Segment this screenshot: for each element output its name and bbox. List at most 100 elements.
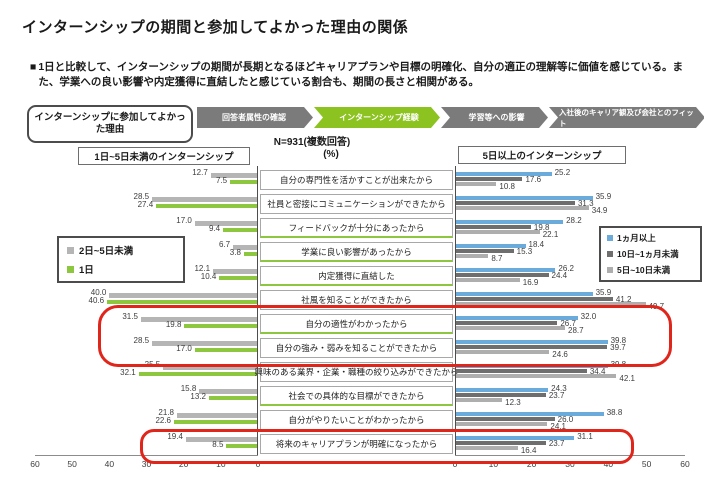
right-chart-legend: 1ヵ月以上 10日~1ヵ月未満 5日~10日未満 <box>599 226 702 282</box>
category-slot: 社風を知ることができたから <box>258 288 455 312</box>
axis-tick: 50 <box>641 459 652 469</box>
bar-segment <box>243 251 258 256</box>
value-label: 18.4 <box>528 240 545 249</box>
right-chart-row: 35.9 31.3 34.9 <box>455 192 685 216</box>
bar-segment <box>455 301 646 306</box>
value-label: 49.7 <box>648 302 665 311</box>
bar-segment <box>455 277 520 282</box>
category-label: 社風を知ることができたから <box>260 290 453 310</box>
left-x-axis <box>35 455 258 456</box>
left-chart-row: 40.0 40.6 <box>35 288 258 312</box>
category-slot: 内定獲得に直結した <box>258 264 455 288</box>
legend-swatch-2to5days <box>67 246 74 254</box>
category-slot: 社会での具体的な目標ができたから <box>258 384 455 408</box>
legend-item: 1日 <box>67 262 175 276</box>
bar-segment <box>223 227 258 232</box>
bar-segment <box>455 435 575 440</box>
right-chart-row: 35.9 41.2 49.7 <box>455 288 685 312</box>
category-slot: 興味のある業界・企業・職種の絞り込みができたから <box>255 360 459 384</box>
right-chart-row: 39.8 34.4 42.1 <box>455 360 685 384</box>
value-label: 38.8 <box>606 408 623 417</box>
value-label: 39.7 <box>610 343 626 352</box>
value-label: 15.8 <box>180 384 197 393</box>
bar-segment <box>455 373 617 378</box>
bar-segment <box>455 248 514 253</box>
value-label: 6.7 <box>218 240 231 249</box>
value-label: 24.1 <box>550 422 566 431</box>
legend-item: 1ヵ月以上 <box>607 232 694 244</box>
axis-tick: 60 <box>680 459 690 469</box>
value-label: 35.9 <box>595 192 612 201</box>
bar-segment <box>455 296 613 301</box>
left-chart-row: 15.8 13.2 <box>35 384 258 408</box>
value-label: 35.9 <box>595 288 612 297</box>
legend-item: 10日~1ヵ月未満 <box>607 248 694 260</box>
bar-segment <box>455 325 566 330</box>
value-label: 17.6 <box>525 175 542 184</box>
left-chart-row: 6.7 3.8 <box>35 240 258 264</box>
process-flow-tabs: 回答者属性の確認 インターンシップ経験 学習等への影響 入社後のキャリア観及び会… <box>197 107 704 128</box>
value-label: 32.0 <box>580 312 597 321</box>
value-label: 24.3 <box>551 384 567 393</box>
bar-segment <box>194 347 258 352</box>
right-bar-chart: 25.2 17.6 10.8 35.9 31.3 34.9 28.2 19.8 22.1 18.4… <box>455 168 685 456</box>
right-chart-row: 24.3 23.7 12.3 <box>455 384 685 408</box>
left-chart-baseline <box>257 166 258 456</box>
category-label: 将来のキャリアプランが明確になったから <box>260 434 453 454</box>
left-axis-ticks: 60 50 40 30 20 10 0 <box>30 459 261 471</box>
value-label: 15.3 <box>516 247 533 256</box>
bar-segment <box>455 200 575 205</box>
legend-item: 5日~10日未満 <box>607 264 694 276</box>
left-chart-row: 28.5 17.0 <box>35 336 258 360</box>
value-label: 19.4 <box>167 432 183 441</box>
bar-segment <box>455 363 608 368</box>
value-label: 16.9 <box>522 278 539 287</box>
value-label: 32.1 <box>120 368 136 377</box>
legend-swatch-5to10days <box>607 267 613 273</box>
value-label: 7.5 <box>216 176 228 185</box>
bar-segment <box>455 195 593 200</box>
axis-tick: 10 <box>216 459 226 469</box>
value-label: 31.3 <box>577 199 594 208</box>
value-label: 26.0 <box>557 415 574 424</box>
axis-tick: 60 <box>30 459 40 469</box>
category-label: 社会での具体的な目標ができたから <box>260 386 453 406</box>
value-label: 27.4 <box>137 200 154 209</box>
value-label: 23.7 <box>548 439 565 448</box>
legend-label: 1ヵ月以上 <box>617 233 656 243</box>
bar-segment <box>230 179 258 184</box>
bar-segment <box>152 197 258 202</box>
value-label: 28.7 <box>568 326 584 335</box>
value-label: 9.4 <box>208 224 221 233</box>
value-label: 12.1 <box>194 264 211 273</box>
right-axis-ticks: 0 10 20 30 40 50 60 <box>453 459 690 471</box>
axis-tick: 0 <box>255 459 261 469</box>
summary-body: 1日と比較して、インターンシップの期間が長期となるほどキャリアプランや目標の明確… <box>38 61 684 89</box>
right-chart-row: 28.2 19.8 22.1 <box>455 216 685 240</box>
left-chart-row: 28.5 27.4 <box>35 192 258 216</box>
left-chart-title: 1日~5日未満のインターンシップ <box>78 147 250 165</box>
legend-item: 2日~5日未満 <box>67 243 175 257</box>
value-label: 17.0 <box>176 344 192 353</box>
value-label: 39.8 <box>610 360 627 369</box>
bar-segment <box>455 416 555 421</box>
value-label: 3.8 <box>229 248 241 257</box>
left-chart-row: 31.5 19.8 <box>35 312 258 336</box>
category-slot: 学業に良い影響があったから <box>258 240 455 264</box>
value-label: 23.7 <box>548 391 565 400</box>
category-label: 自分がやりたいことがわかったから <box>260 410 453 430</box>
bar-segment <box>455 339 608 344</box>
bar-segment <box>184 323 258 328</box>
axis-tick: 40 <box>104 459 115 469</box>
axis-tick: 30 <box>565 459 575 469</box>
category-slot: 社員と密接にコミュニケーションができたから <box>258 192 455 216</box>
page-title: インターンシップの期間と参加してよかった理由の関係 <box>22 19 409 36</box>
bar-segment <box>455 315 578 320</box>
legend-label: 5日~10日未満 <box>617 265 671 275</box>
right-chart-row: 32.0 26.7 28.7 <box>455 312 685 336</box>
axis-tick: 30 <box>141 459 152 469</box>
tab-study-impact: 学習等への影響 <box>441 107 548 128</box>
category-label: 内定獲得に直結した <box>260 266 453 286</box>
value-label: 26.2 <box>558 264 574 273</box>
bullet-icon: ■ <box>30 61 37 73</box>
